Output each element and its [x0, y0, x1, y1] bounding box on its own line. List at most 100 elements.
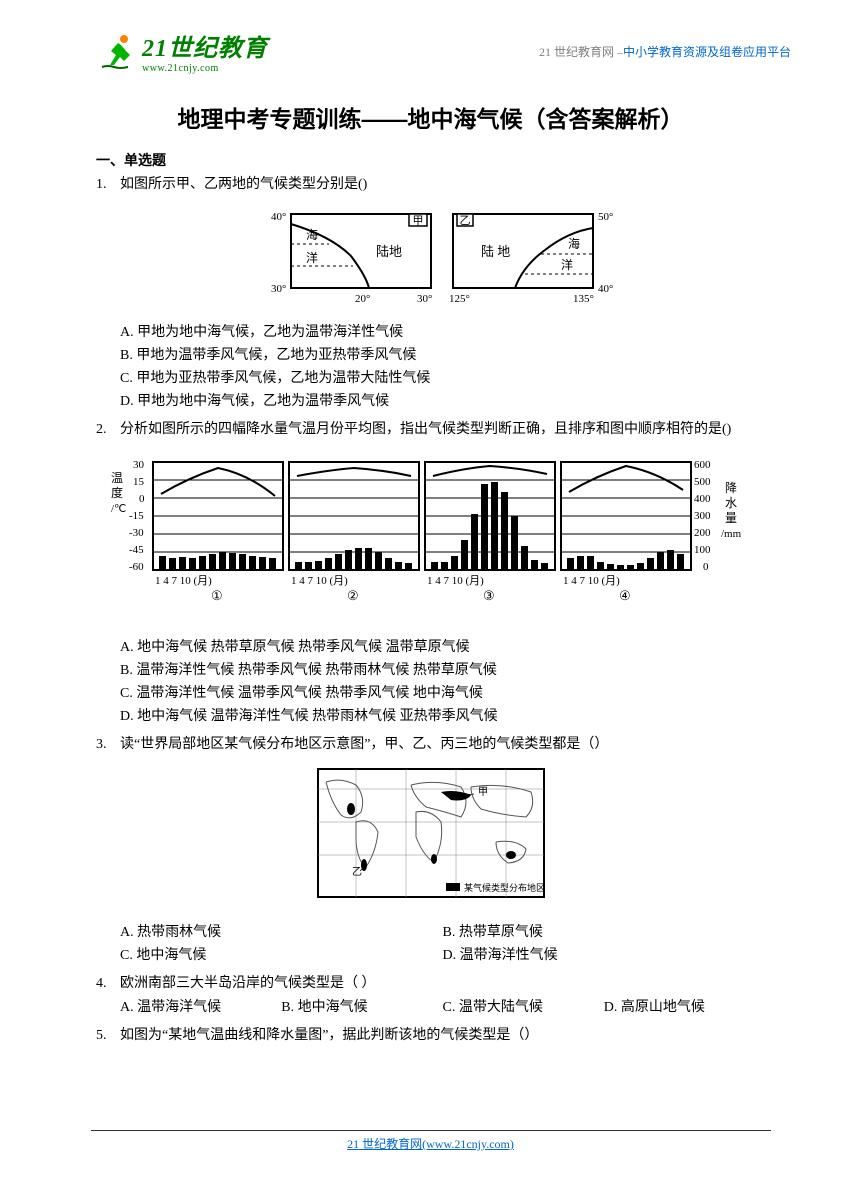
- question-4: 4. 欧洲南部三大半岛沿岸的气候类型是（ ） A. 温带海洋气候 B. 地中海气…: [96, 973, 765, 1018]
- footer-prefix: 21 世纪教育网: [347, 1137, 422, 1151]
- q3-num: 3.: [96, 734, 120, 756]
- page-footer: 21 世纪教育网(www.21cnjy.com): [91, 1130, 771, 1152]
- svg-text:1 4 7 10 (月): 1 4 7 10 (月): [563, 575, 620, 587]
- q4-option-d: D. 高原山地气候: [604, 996, 765, 1019]
- q1-right-sea: 海: [568, 236, 580, 251]
- q3-map-svg: 甲 乙 某气候类型分布地区: [316, 767, 546, 907]
- q3-options: A. 热带雨林气候 B. 热带草原气候 C. 地中海气候 D. 温带海洋性气候: [120, 921, 765, 967]
- svg-text:400: 400: [694, 493, 711, 505]
- svg-text:0: 0: [139, 493, 145, 505]
- q4-num: 4.: [96, 973, 120, 995]
- q1-left-ocean: 洋: [306, 250, 318, 265]
- q3-legend: 某气候类型分布地区: [464, 882, 545, 893]
- svg-text:200: 200: [694, 527, 711, 539]
- q3-option-c: C. 地中海气候: [120, 944, 443, 967]
- q2-option-c: C. 温带海洋性气候 温带季风气候 热带季风气候 地中海气候: [120, 682, 765, 705]
- svg-text:300: 300: [694, 510, 711, 522]
- q2-temp-label-top: 温: [111, 471, 123, 485]
- svg-text:-45: -45: [129, 544, 144, 556]
- q2-precip-label-top: 降: [725, 481, 737, 495]
- q2-panel-1-num: ①: [211, 588, 223, 603]
- q1-left-lat-bottom: 30°: [271, 283, 286, 295]
- q1-left-lat-top: 40°: [271, 211, 286, 223]
- q1-option-c: C. 甲地为亚热带季风气候，乙地为温带大陆性气候: [120, 367, 765, 390]
- q3-option-b: B. 热带草原气候: [443, 921, 766, 944]
- q1-right-lon-left: 125°: [449, 293, 470, 305]
- q1-options: A. 甲地为地中海气候，乙地为温带海洋性气候 B. 甲地为温带季风气候，乙地为亚…: [120, 321, 765, 413]
- q2-temp-label-mid: 度: [111, 485, 123, 500]
- runner-icon: [96, 31, 136, 71]
- q4-options: A. 温带海洋气候 B. 地中海气候 C. 温带大陆气候 D. 高原山地气候: [120, 996, 765, 1019]
- q2-panel-4-num: ④: [619, 588, 631, 603]
- logo-sub-text: www.21cnjy.com: [142, 63, 268, 74]
- q2-charts-svg: 温 度 /℃ 30 15 0 -15 -30 -45 -60 600 500 4…: [111, 452, 751, 622]
- svg-text:-15: -15: [129, 510, 144, 522]
- page-title: 地理中考专题训练——地中海气候（含答案解析）: [96, 100, 765, 134]
- question-1: 1. 如图所示甲、乙两地的气候类型分别是() 甲 海 洋 陆地 40° 30°: [96, 174, 765, 413]
- section-label: 一、单选题: [96, 150, 765, 170]
- q1-right-label: 乙: [459, 214, 470, 227]
- q2-option-d: D. 地中海气候 温带海洋性气候 热带雨林气候 亚热带季风气候: [120, 705, 765, 728]
- q4-option-c: C. 温带大陆气候: [443, 996, 604, 1019]
- q4-option-b: B. 地中海气候: [281, 996, 442, 1019]
- q2-num: 2.: [96, 419, 120, 441]
- q2-figure: 温 度 /℃ 30 15 0 -15 -30 -45 -60 600 500 4…: [96, 452, 765, 630]
- q2-mm: /mm: [721, 528, 742, 540]
- q2-options: A. 地中海气候 热带草原气候 热带季风气候 温带草原气候 B. 温带海洋性气候…: [120, 636, 765, 728]
- svg-text:1 4 7 10 (月): 1 4 7 10 (月): [427, 575, 484, 587]
- q3-option-a: A. 热带雨林气候: [120, 921, 443, 944]
- q5-num: 5.: [96, 1025, 120, 1047]
- header-right-link[interactable]: 中小学教育资源及组卷应用平台: [623, 45, 791, 59]
- q1-text: 如图所示甲、乙两地的气候类型分别是(): [120, 174, 765, 196]
- q3-figure: 甲 乙 某气候类型分布地区: [96, 767, 765, 915]
- q5-text: 如图为“某地气温曲线和降水量图”，据此判断该地的气候类型是（）: [120, 1025, 765, 1047]
- q1-left-lon-right: 30°: [417, 293, 432, 305]
- logo-main-text: 21世纪教育: [142, 28, 268, 63]
- q1-figure: 甲 海 洋 陆地 40° 30° 20° 30° 乙: [96, 206, 765, 314]
- q1-right-lon-right: 135°: [573, 293, 594, 305]
- content: 地理中考专题训练——地中海气候（含答案解析） 一、单选题 1. 如图所示甲、乙两…: [0, 82, 861, 1047]
- q2-option-a: A. 地中海气候 热带草原气候 热带季风气候 温带草原气候: [120, 636, 765, 659]
- q1-right-lat-bottom: 40°: [598, 283, 613, 295]
- svg-text:15: 15: [133, 476, 145, 488]
- q1-left-label: 甲: [412, 215, 423, 227]
- page-header: 21世纪教育 www.21cnjy.com 21 世纪教育网 –中小学教育资源及…: [0, 0, 861, 82]
- q2-precip-label-bot: 量: [725, 511, 737, 525]
- q1-option-b: B. 甲地为温带季风气候，乙地为亚热带季风气候: [120, 344, 765, 367]
- q2-option-b: B. 温带海洋性气候 热带季风气候 热带雨林气候 热带草原气候: [120, 659, 765, 682]
- q1-maps-svg: 甲 海 洋 陆地 40° 30° 20° 30° 乙: [241, 206, 621, 306]
- q1-left-lon-left: 20°: [355, 293, 370, 305]
- q2-panel-3-num: ③: [483, 588, 495, 603]
- svg-text:100: 100: [694, 544, 711, 556]
- q1-option-a: A. 甲地为地中海气候，乙地为温带海洋性气候: [120, 321, 765, 344]
- svg-text:30: 30: [133, 459, 145, 471]
- q1-right-lat-top: 50°: [598, 211, 613, 223]
- logo: 21世纪教育 www.21cnjy.com: [96, 28, 268, 74]
- q1-left-sea: 海: [306, 227, 318, 242]
- q2-precip-label-mid: 水: [725, 496, 737, 510]
- question-3: 3. 读“世界局部地区某气候分布地区示意图”，甲、乙、丙三地的气候类型都是（）: [96, 734, 765, 967]
- header-right: 21 世纪教育网 –中小学教育资源及组卷应用平台: [539, 43, 791, 60]
- q4-option-a: A. 温带海洋气候: [120, 996, 281, 1019]
- svg-text:0: 0: [703, 561, 709, 573]
- question-2: 2. 分析如图所示的四幅降水量气温月份平均图，指出气候类型判断正确，且排序和图中…: [96, 419, 765, 728]
- svg-text:1 4 7 10 (月): 1 4 7 10 (月): [291, 575, 348, 587]
- question-5: 5. 如图为“某地气温曲线和降水量图”，据此判断该地的气候类型是（）: [96, 1025, 765, 1047]
- svg-text:1 4 7 10 (月): 1 4 7 10 (月): [155, 575, 212, 587]
- q2-panel-2-num: ②: [347, 588, 359, 603]
- svg-text:-30: -30: [129, 527, 144, 539]
- svg-text:-60: -60: [129, 561, 144, 573]
- logo-text: 21世纪教育 www.21cnjy.com: [142, 28, 268, 74]
- q2-text: 分析如图所示的四幅降水量气温月份平均图，指出气候类型判断正确，且排序和图中顺序相…: [120, 419, 765, 441]
- q3-option-d: D. 温带海洋性气候: [443, 944, 766, 967]
- footer-link[interactable]: (www.21cnjy.com): [422, 1137, 514, 1151]
- header-right-prefix: 21 世纪教育网 –: [539, 45, 623, 59]
- q3-label-jia: 甲: [478, 787, 488, 798]
- q3-label-yi: 乙: [352, 866, 362, 878]
- svg-text:500: 500: [694, 476, 711, 488]
- q2-celsius: /℃: [111, 503, 126, 515]
- q1-right-ocean: 洋: [561, 257, 573, 272]
- q3-text: 读“世界局部地区某气候分布地区示意图”，甲、乙、丙三地的气候类型都是（）: [120, 734, 765, 756]
- q4-text: 欧洲南部三大半岛沿岸的气候类型是（ ）: [120, 973, 765, 995]
- q1-option-d: D. 甲地为地中海气候，乙地为温带季风气候: [120, 390, 765, 413]
